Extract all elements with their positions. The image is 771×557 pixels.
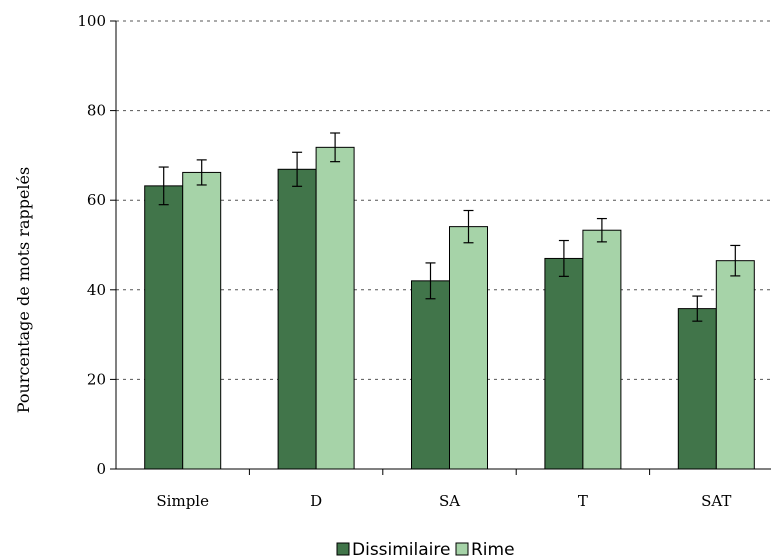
bar-rime-d [315, 146, 355, 470]
error-bar [330, 132, 341, 163]
error-bar [692, 295, 703, 322]
error-bar [292, 151, 303, 187]
bars [144, 146, 755, 470]
error-bar [730, 244, 741, 277]
bar-rime-simple [182, 171, 222, 470]
bar-dissimilaire-sa [411, 280, 450, 470]
error-bar [558, 239, 569, 277]
y-tick-label: 60 [87, 191, 106, 209]
axes [110, 20, 771, 475]
legend-swatch [455, 542, 469, 556]
bar-rime-sat [715, 260, 755, 470]
x-tick-label: Simple [156, 492, 209, 510]
y-axis-label: Pourcentage de mots rappelés [14, 167, 33, 413]
x-tick-label: D [310, 492, 322, 510]
bar-dissimilaire-sat [677, 308, 717, 470]
y-tick-labels: 0 20 40 60 80 100 [77, 12, 106, 478]
bar-rime-sa [449, 226, 488, 470]
legend-item-rime: Rime [455, 540, 515, 557]
error-bars [158, 132, 741, 322]
legend-item-dissimilaire: Dissimilaire [336, 540, 450, 557]
error-bar [425, 262, 436, 300]
error-bar [196, 159, 207, 186]
x-tick-label: SAT [701, 492, 731, 510]
x-tick-label: SA [439, 492, 460, 510]
y-tick-label: 100 [77, 12, 106, 30]
x-tick-label: T [578, 492, 588, 510]
error-bar [158, 166, 169, 206]
y-tick-label: 20 [87, 370, 106, 388]
legend-label: Dissimilaire [352, 540, 450, 557]
y-tick-label: 80 [87, 102, 106, 120]
legend-label: Rime [471, 540, 515, 557]
legend-swatch [336, 542, 350, 556]
bar-dissimilaire-d [277, 168, 317, 470]
bar-dissimilaire-t [544, 257, 584, 470]
y-tick-label: 0 [96, 460, 106, 478]
x-tick-labels: Simple D SA T SAT [156, 492, 731, 510]
error-bar [463, 209, 474, 244]
bar-dissimilaire-simple [144, 185, 184, 470]
y-tick-label: 40 [87, 281, 106, 299]
legend: Dissimilaire Rime [336, 540, 515, 557]
bar-rime-t [582, 229, 622, 470]
error-bar [596, 217, 607, 243]
